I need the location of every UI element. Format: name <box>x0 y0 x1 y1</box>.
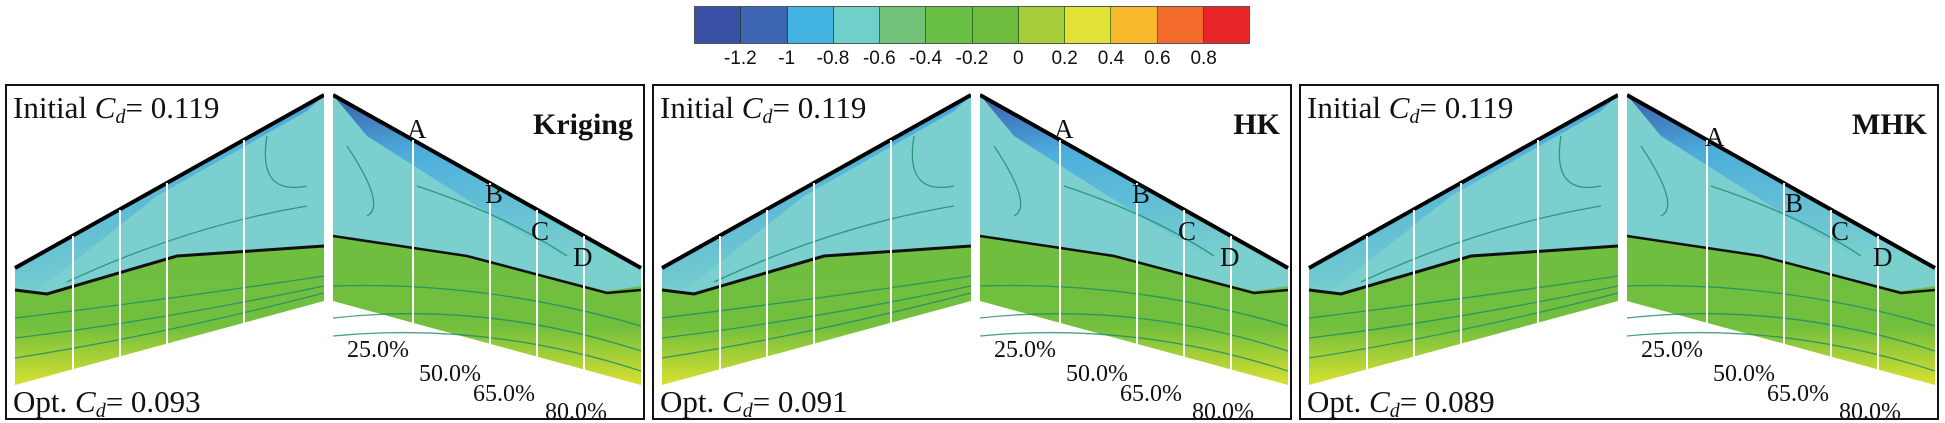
section-label: D <box>573 242 593 272</box>
left-wing-contour <box>14 93 325 385</box>
colorbar-tick-label: -1 <box>778 48 796 69</box>
section-label: A <box>407 114 427 144</box>
station-label: 50.0% <box>1713 361 1775 387</box>
section-label: B <box>1785 188 1804 218</box>
right-wing-contour <box>979 93 1289 385</box>
station-label: 80.0% <box>545 399 607 420</box>
colorbar-swatch <box>1018 7 1065 43</box>
section-label: C <box>1831 216 1850 246</box>
panel-kriging: Initial Cd= 0.119 Opt. Cd= 0.093 Kriging A B… <box>5 84 645 420</box>
panel-mhk: Initial Cd= 0.119 Opt. Cd= 0.089 MHK A B C D 25… <box>1299 84 1939 420</box>
initial-cd-label: Initial Cd= 0.119 <box>1307 90 1514 128</box>
section-label: A <box>1705 122 1725 152</box>
right-wing-contour <box>1626 93 1936 385</box>
colorbar-tick-label: -1.2 <box>723 48 757 69</box>
left-wing-contour <box>1308 93 1619 385</box>
station-label: 80.0% <box>1839 399 1901 420</box>
colorbar-tick-label: 0.8 <box>1190 48 1217 69</box>
span-station-lines <box>719 140 1232 370</box>
colorbar-tick-label: 0 <box>1013 48 1024 69</box>
colorbar-swatch <box>1203 7 1249 43</box>
station-label: 25.0% <box>994 337 1056 363</box>
station-label: 65.0% <box>1767 381 1829 407</box>
section-label: C <box>531 216 550 246</box>
panel-hk: Initial Cd= 0.119 Opt. Cd= 0.091 HK A B C D 25.… <box>652 84 1292 420</box>
station-label: 25.0% <box>1641 337 1703 363</box>
colorbar-swatch <box>880 7 927 43</box>
colorbar-swatch <box>1157 7 1204 43</box>
station-label: 65.0% <box>473 381 535 407</box>
colorbar-swatch <box>1065 7 1112 43</box>
colorbar-swatch <box>972 7 1019 43</box>
method-label: HK <box>1233 108 1280 141</box>
station-label: 50.0% <box>419 361 481 387</box>
section-label: D <box>1220 242 1240 272</box>
colorbar-swatch <box>695 7 742 43</box>
span-station-lines <box>72 140 585 370</box>
optimized-cd-label: Opt. Cd= 0.093 <box>13 384 201 420</box>
pressure-contour-plot <box>14 86 642 418</box>
section-label: B <box>485 179 504 209</box>
colorbar-tick-label: -0.8 <box>816 48 850 69</box>
colorbar-tick-label: 0.2 <box>1051 48 1078 69</box>
colorbar-swatch <box>1111 7 1158 43</box>
colorbar-swatch <box>926 7 973 43</box>
colorbar-tick-label: -0.2 <box>955 48 989 69</box>
section-label: A <box>1054 114 1074 144</box>
colorbar-tick-label: 0.6 <box>1144 48 1171 69</box>
colorbar-swatch <box>833 7 880 43</box>
span-station-lines <box>1366 140 1879 370</box>
pressure-contour-plot <box>1308 86 1936 418</box>
colorbar-swatch <box>741 7 788 43</box>
method-label: MHK <box>1852 108 1927 141</box>
station-label: 25.0% <box>347 337 409 363</box>
left-wing-contour <box>661 93 972 385</box>
station-label: 50.0% <box>1066 361 1128 387</box>
colorbar <box>694 6 1250 44</box>
initial-cd-label: Initial Cd= 0.119 <box>13 90 220 128</box>
optimized-cd-label: Opt. Cd= 0.091 <box>660 384 848 420</box>
pressure-contour-plot <box>661 86 1289 418</box>
initial-cd-label: Initial Cd= 0.119 <box>660 90 867 128</box>
section-label: B <box>1132 179 1151 209</box>
section-label: D <box>1873 242 1893 272</box>
station-label: 80.0% <box>1192 399 1254 420</box>
colorbar-swatch <box>787 7 834 43</box>
optimized-cd-label: Opt. Cd= 0.089 <box>1307 384 1495 420</box>
station-label: 65.0% <box>1120 381 1182 407</box>
method-label: Kriging <box>532 108 633 141</box>
colorbar-tick-label: 0.4 <box>1097 48 1125 69</box>
section-label: C <box>1178 216 1197 246</box>
right-wing-contour <box>332 93 642 385</box>
colorbar-tick-label: -0.6 <box>862 48 896 69</box>
colorbar-tick-label: -0.4 <box>909 48 943 69</box>
